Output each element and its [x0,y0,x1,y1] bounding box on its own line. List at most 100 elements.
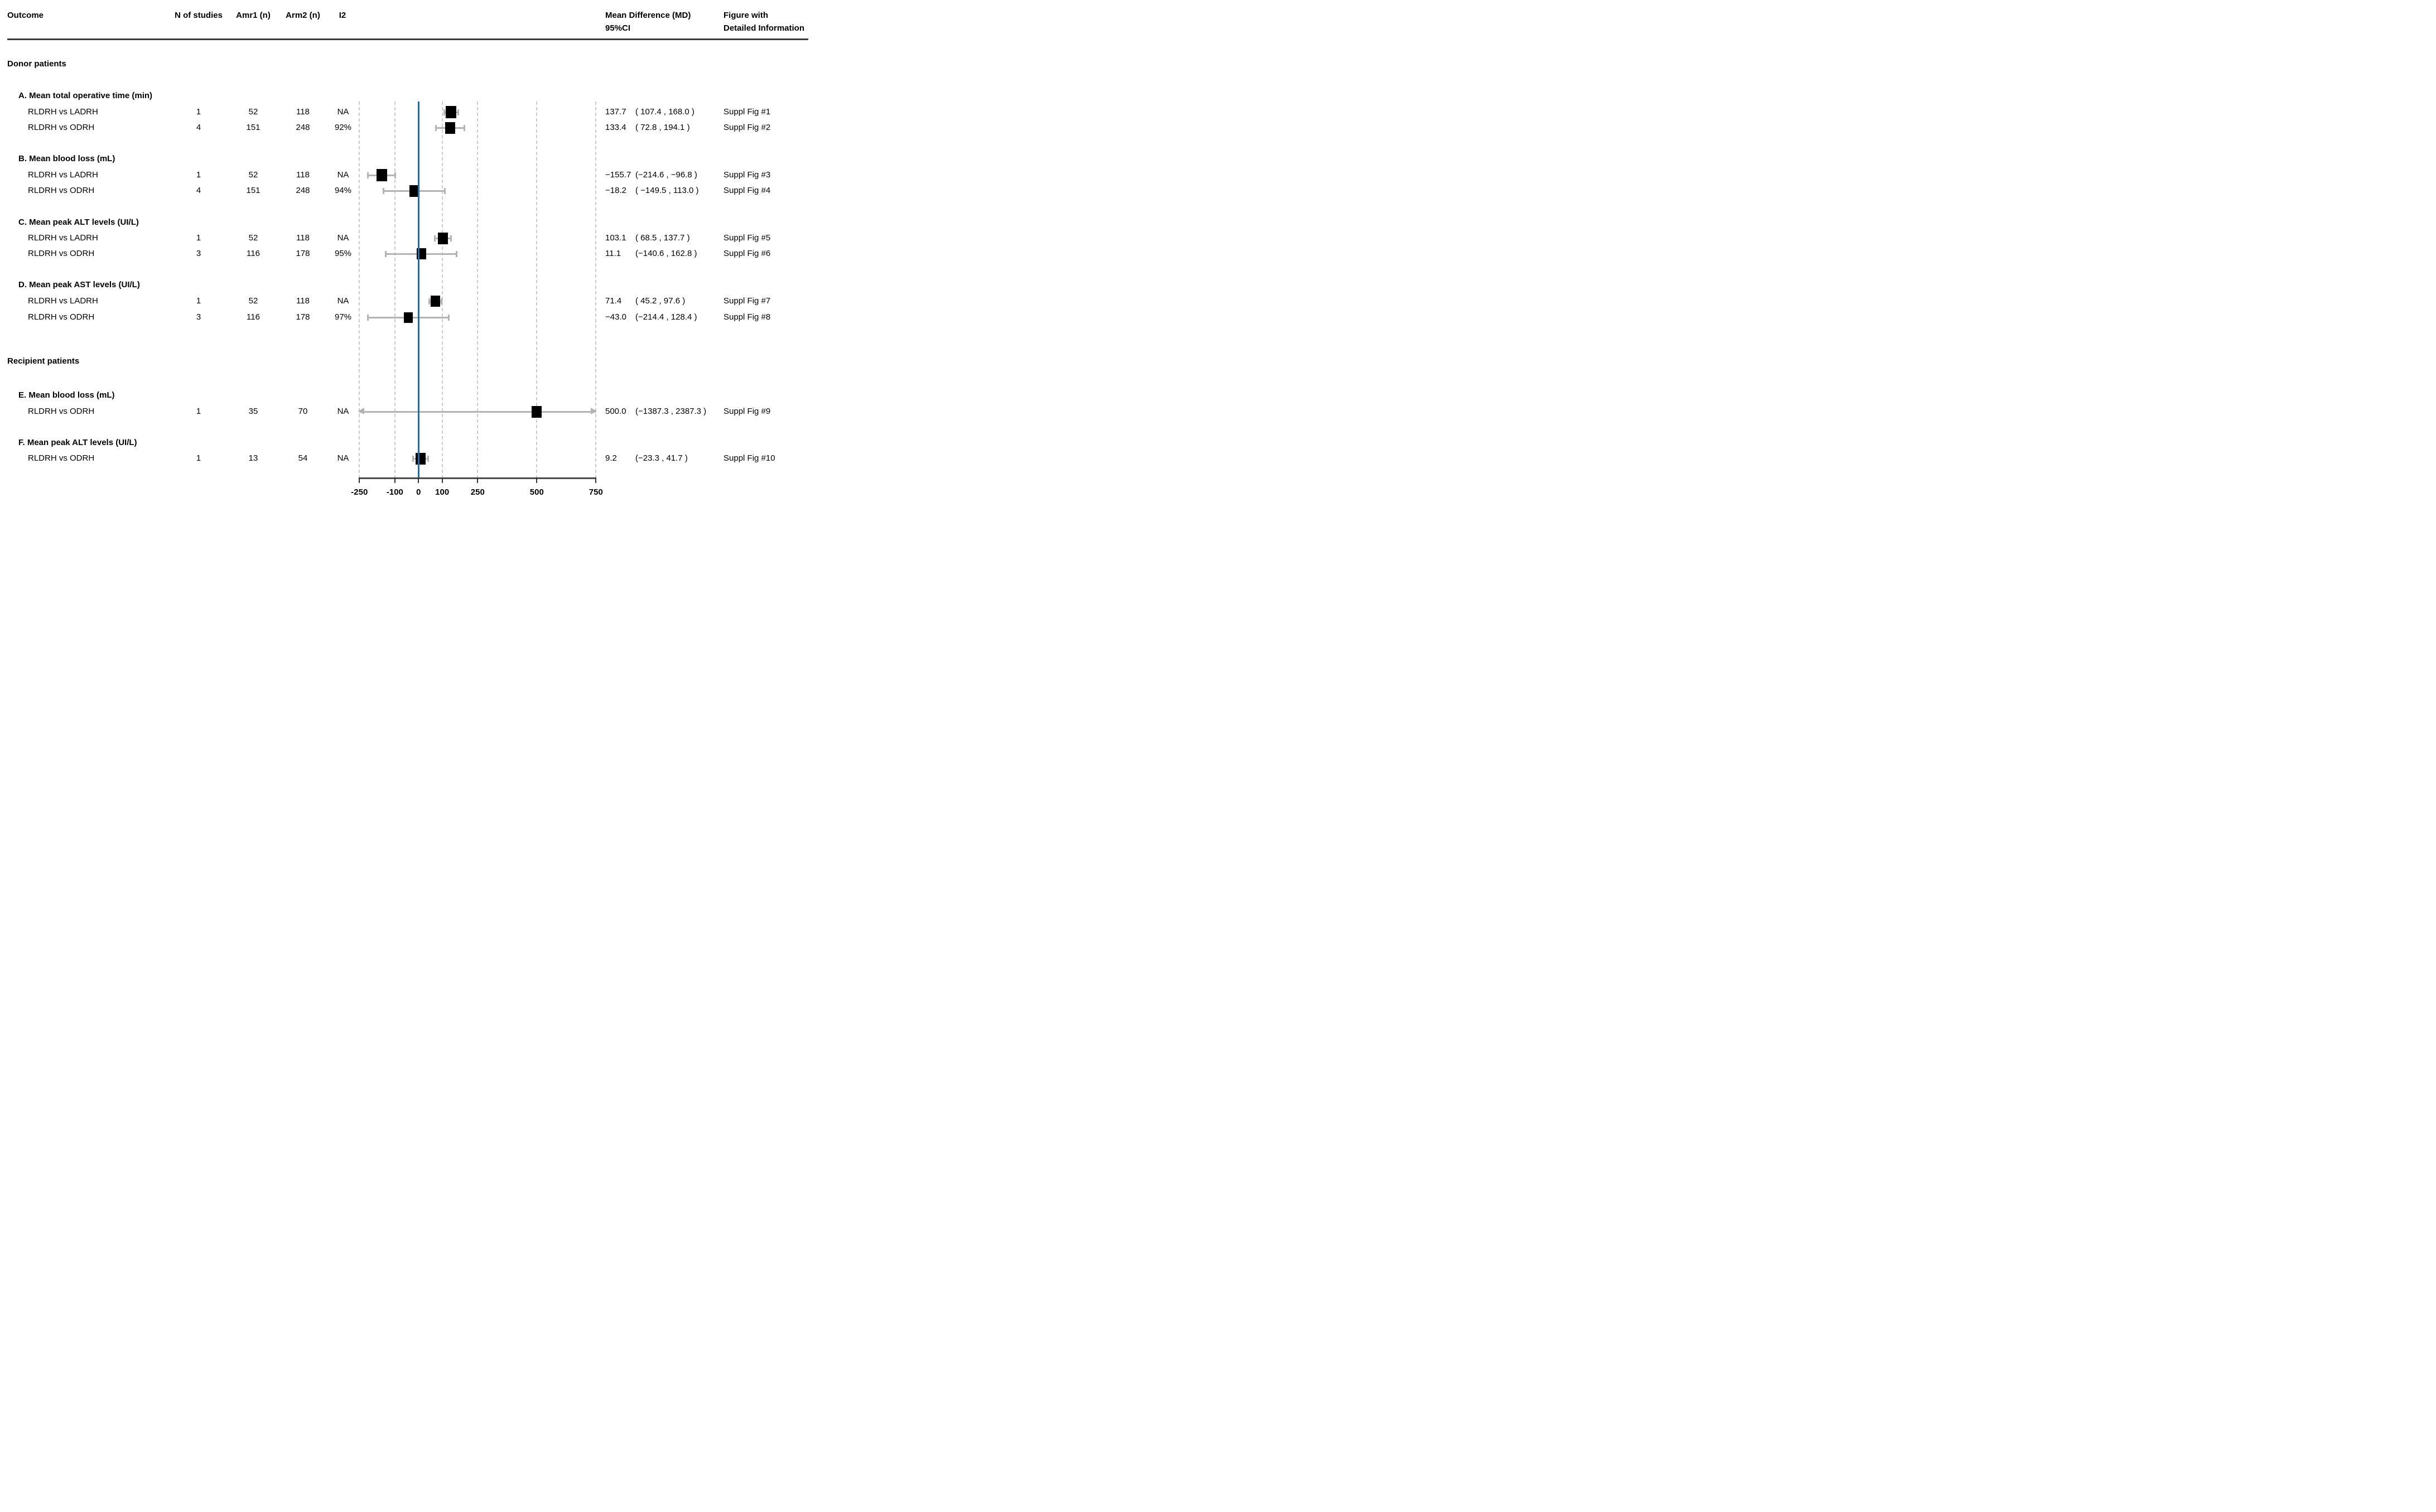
n-studies-cell: 1 [196,453,201,463]
row-label: RLDRH vs LADRH [28,296,98,306]
md-value: −155.7 [605,170,631,180]
md-value: 137.7 [605,107,626,117]
x-axis-tick [394,477,395,483]
n-studies-cell: 1 [196,107,201,117]
forest-marker [376,169,387,181]
axis-tick-label: -250 [351,487,368,497]
forest-marker [431,296,441,307]
suppl-fig-cell: Suppl Fig #9 [723,407,771,416]
axis-tick-label: 100 [435,487,450,497]
plot-gridline [477,102,479,477]
axis-tick-label: 0 [416,487,421,497]
i2-cell: 92% [334,123,352,132]
ci-cap-left [367,314,369,321]
arm2-cell: 248 [296,123,310,132]
forest-plot-figure: Outcome N of studies Amr1 (n) Arm2 (n) I… [0,0,812,504]
ci-value: ( 45.2 , 97.6 ) [635,296,686,306]
arm1-cell: 151 [246,186,261,195]
arm1-cell: 52 [248,233,258,243]
section-label: D. Mean peak AST levels (UI/L) [18,280,140,289]
md-ci-cell: 103.1 ( 68.5 , 137.7 ) [605,233,690,244]
forest-marker [445,122,455,134]
n-studies-cell: 3 [196,312,201,322]
group-label: Recipient patients [7,356,80,366]
arm1-cell: 151 [246,123,261,132]
arm1-cell: 116 [247,249,260,258]
row-label: RLDRH vs ODRH [28,249,95,258]
col-header-n-studies: N of studies [175,11,223,20]
suppl-fig-cell: Suppl Fig #6 [723,249,771,258]
i2-cell: NA [337,170,349,180]
md-ci-cell: −18.2 ( −149.5 , 113.0 ) [605,185,699,196]
row-label: RLDRH vs LADRH [28,233,98,243]
md-ci-cell: 500.0 (−1387.3 , 2387.3 ) [605,406,706,417]
ci-cap-right [456,250,458,257]
ci-cap-left [443,109,445,115]
section-label: F. Mean peak ALT levels (UI/L) [18,438,137,447]
md-ci-cell: 11.1 (−140.6 , 162.8 ) [605,248,697,259]
i2-cell: 95% [334,249,352,258]
ci-arrow-right [591,408,597,414]
ci-value: ( 107.4 , 168.0 ) [635,107,694,117]
i2-cell: NA [337,233,349,243]
col-header-outcome: Outcome [7,11,44,20]
md-ci-cell: 137.7 ( 107.4 , 168.0 ) [605,107,694,118]
forest-marker [409,185,419,197]
group-label: Donor patients [7,59,66,69]
arm2-cell: 248 [296,186,310,195]
n-studies-cell: 1 [196,296,201,306]
ci-value: (−23.3 , 41.7 ) [635,453,688,463]
ci-cap-left [428,298,431,305]
section-label: C. Mean peak ALT levels (UI/L) [18,218,139,227]
row-label: RLDRH vs ODRH [28,186,95,195]
ci-arrow-left [358,408,365,414]
arm1-cell: 116 [247,312,260,322]
ci-cap-right [394,172,397,178]
ci-value: (−214.6 , −96.8 ) [635,170,697,180]
plot-gridline [536,102,538,477]
i2-cell: NA [337,296,349,306]
ci-value: ( 72.8 , 194.1 ) [635,123,690,132]
row-label: RLDRH vs ODRH [28,453,95,463]
header-rule [7,38,808,40]
n-studies-cell: 1 [196,233,201,243]
section-label: A. Mean total operative time (min) [18,91,153,100]
arm2-cell: 178 [296,249,310,258]
ci-cap-left [367,172,369,178]
md-ci-cell: 9.2 (−23.3 , 41.7 ) [605,453,688,464]
arm1-cell: 52 [248,170,258,180]
section-label: B. Mean blood loss (mL) [18,154,115,163]
arm1-cell: 13 [248,453,258,463]
col-header-md-line2: 95%CI [605,23,631,33]
x-axis-tick [441,477,443,483]
md-value: 133.4 [605,123,626,132]
md-value: 500.0 [605,407,626,416]
md-ci-cell: 71.4 ( 45.2 , 97.6 ) [605,296,685,307]
md-value: 103.1 [605,233,626,243]
suppl-fig-cell: Suppl Fig #4 [723,186,771,195]
axis-tick-label: 500 [529,487,544,497]
md-value: −43.0 [605,312,626,322]
ci-cap-right [447,314,450,321]
md-ci-cell: 133.4 ( 72.8 , 194.1 ) [605,122,690,133]
row-label: RLDRH vs LADRH [28,170,98,180]
md-value: 11.1 [605,249,621,258]
ci-cap-right [444,187,446,194]
i2-cell: NA [337,107,349,117]
md-value: 71.4 [605,296,622,306]
n-studies-cell: 4 [196,186,201,195]
ci-whisker [359,410,596,413]
suppl-fig-cell: Suppl Fig #10 [723,453,775,463]
axis-tick-label: 250 [470,487,485,497]
md-ci-cell: −155.7 (−214.6 , −96.8 ) [605,170,697,181]
arm2-cell: 70 [298,407,308,416]
ci-value: ( −149.5 , 113.0 ) [635,186,699,195]
x-axis-tick [477,477,479,483]
zero-reference-line [417,102,419,477]
i2-cell: 94% [334,186,352,195]
arm1-cell: 52 [248,296,258,306]
ci-cap-left [435,124,437,131]
forest-marker [404,312,413,323]
suppl-fig-cell: Suppl Fig #5 [723,233,771,243]
arm2-cell: 118 [296,296,310,306]
